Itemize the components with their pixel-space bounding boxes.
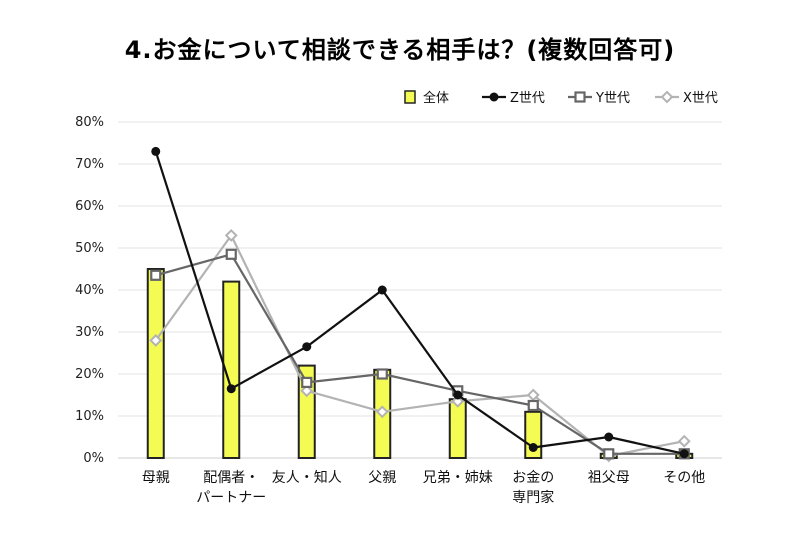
data-point bbox=[301, 376, 313, 388]
x-tick-label: 父親 bbox=[368, 470, 396, 486]
data-point bbox=[528, 443, 538, 452]
data-point bbox=[603, 448, 615, 460]
data-point bbox=[225, 248, 237, 260]
gridlines bbox=[118, 121, 722, 459]
x-tick-label: 兄弟・姉妹 bbox=[423, 470, 493, 486]
x-tick-label: パートナー bbox=[196, 490, 266, 506]
data-point bbox=[151, 146, 161, 156]
y-tick-label: 30% bbox=[75, 325, 104, 340]
x-tick-label: 友人・知人 bbox=[272, 469, 342, 486]
data-point bbox=[660, 90, 674, 104]
legend-swatch bbox=[404, 90, 416, 104]
bar bbox=[222, 280, 241, 459]
data-point bbox=[375, 405, 389, 419]
bar bbox=[448, 398, 467, 460]
data-point bbox=[224, 228, 238, 242]
data-point bbox=[677, 434, 691, 448]
y-tick-label: 20% bbox=[75, 367, 104, 382]
y-axis: 0% 10% 20% 30% 40% 50% 60% 70% 80% bbox=[75, 115, 104, 466]
data-point bbox=[679, 449, 689, 459]
series-line bbox=[155, 253, 685, 455]
legend-label: Z世代 bbox=[510, 91, 545, 106]
y-tick-label: 40% bbox=[75, 283, 104, 298]
x-tick-label: 配偶者・ bbox=[203, 470, 259, 486]
data-point bbox=[489, 92, 499, 102]
legend-label: X世代 bbox=[683, 91, 718, 106]
y-tick-label: 80% bbox=[75, 115, 104, 130]
legend-label: 全体 bbox=[423, 90, 449, 106]
legend-label: Y世代 bbox=[595, 91, 630, 106]
line-series bbox=[149, 146, 691, 463]
x-tick-label: お金の bbox=[512, 470, 554, 486]
data-point bbox=[377, 285, 387, 295]
data-point bbox=[302, 342, 312, 352]
data-point bbox=[527, 399, 539, 412]
bar-series bbox=[146, 268, 694, 460]
x-tick-label: その他 bbox=[663, 470, 705, 486]
data-point bbox=[604, 432, 614, 442]
data-point bbox=[376, 368, 388, 380]
data-point bbox=[300, 384, 314, 398]
x-tick-label: 祖父母 bbox=[588, 470, 630, 486]
bar bbox=[146, 268, 165, 459]
chart-title: 4.お金について相談できる相手は？(複数回答可) bbox=[124, 36, 676, 64]
y-tick-label: 70% bbox=[75, 157, 104, 172]
series-line bbox=[154, 151, 685, 455]
data-point bbox=[453, 390, 463, 400]
data-point bbox=[149, 333, 163, 347]
data-point bbox=[150, 269, 162, 281]
legend: 全体 Z世代 Y世代 X世代 bbox=[404, 90, 718, 106]
y-tick-label: 60% bbox=[75, 199, 104, 214]
y-tick-label: 50% bbox=[75, 241, 104, 256]
data-point bbox=[574, 91, 586, 103]
x-tick-label: 専門家 bbox=[512, 489, 554, 506]
y-tick-label: 10% bbox=[75, 409, 104, 424]
x-tick-label: 母親 bbox=[142, 470, 170, 486]
data-point bbox=[451, 394, 465, 408]
y-tick-label: 0% bbox=[83, 451, 104, 466]
data-point bbox=[226, 384, 236, 394]
